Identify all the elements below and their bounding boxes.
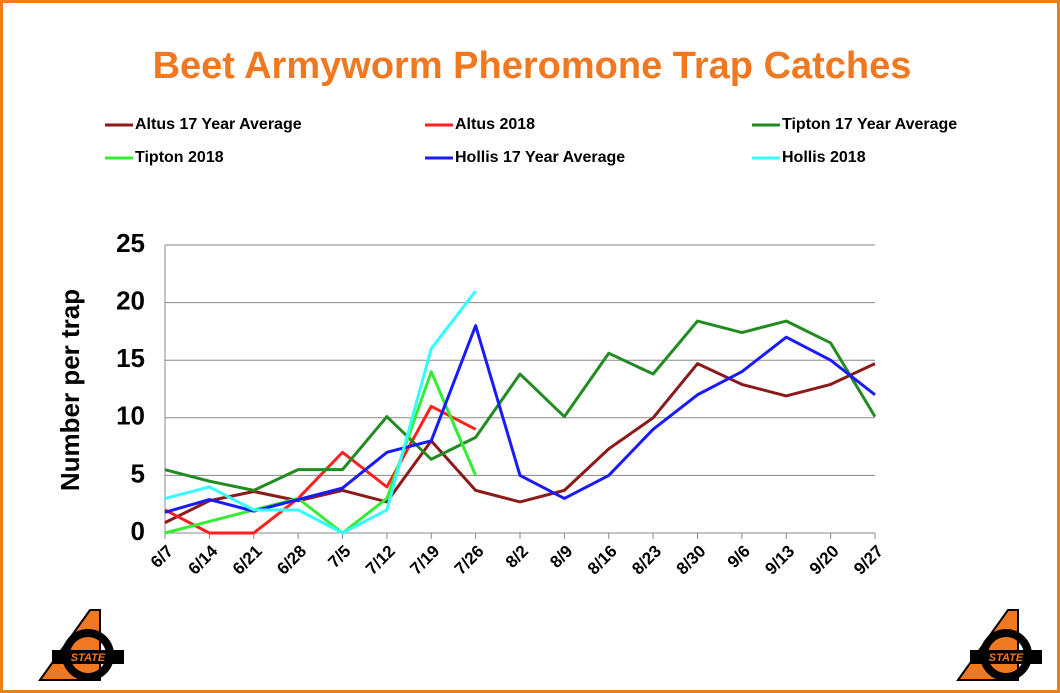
logo-band [970, 650, 1042, 664]
logo-left: STATE [38, 609, 124, 681]
legend-label: Altus 2018 [455, 116, 535, 133]
series-line [164, 290, 477, 535]
y-tick-label: 5 [131, 458, 145, 488]
legend-label: Altus 17 Year Average [135, 116, 302, 133]
y-tick-label: 25 [116, 228, 145, 258]
y-tick-label: 10 [116, 401, 145, 431]
series-line [164, 324, 876, 514]
y-axis-title: Number per trap [55, 289, 85, 491]
legend-label: Tipton 17 Year Average [782, 116, 957, 133]
legend-label: Hollis 2018 [782, 149, 866, 166]
logo-text: STATE [71, 652, 106, 664]
logo-text: STATE [989, 652, 1024, 664]
y-tick-label: 15 [116, 343, 145, 373]
series-line [164, 362, 876, 524]
series-line [164, 370, 478, 535]
series-line [164, 404, 477, 535]
y-tick-label: 20 [116, 285, 145, 315]
y-tick-label: 0 [131, 516, 145, 546]
series-line [164, 319, 877, 492]
legend-label: Tipton 2018 [135, 149, 224, 166]
legend-label: Hollis 17 Year Average [455, 149, 625, 166]
chart-title: Beet Armyworm Pheromone Trap Catches [153, 45, 912, 87]
logo-right: STATE [956, 609, 1042, 681]
logo-band [52, 650, 124, 664]
